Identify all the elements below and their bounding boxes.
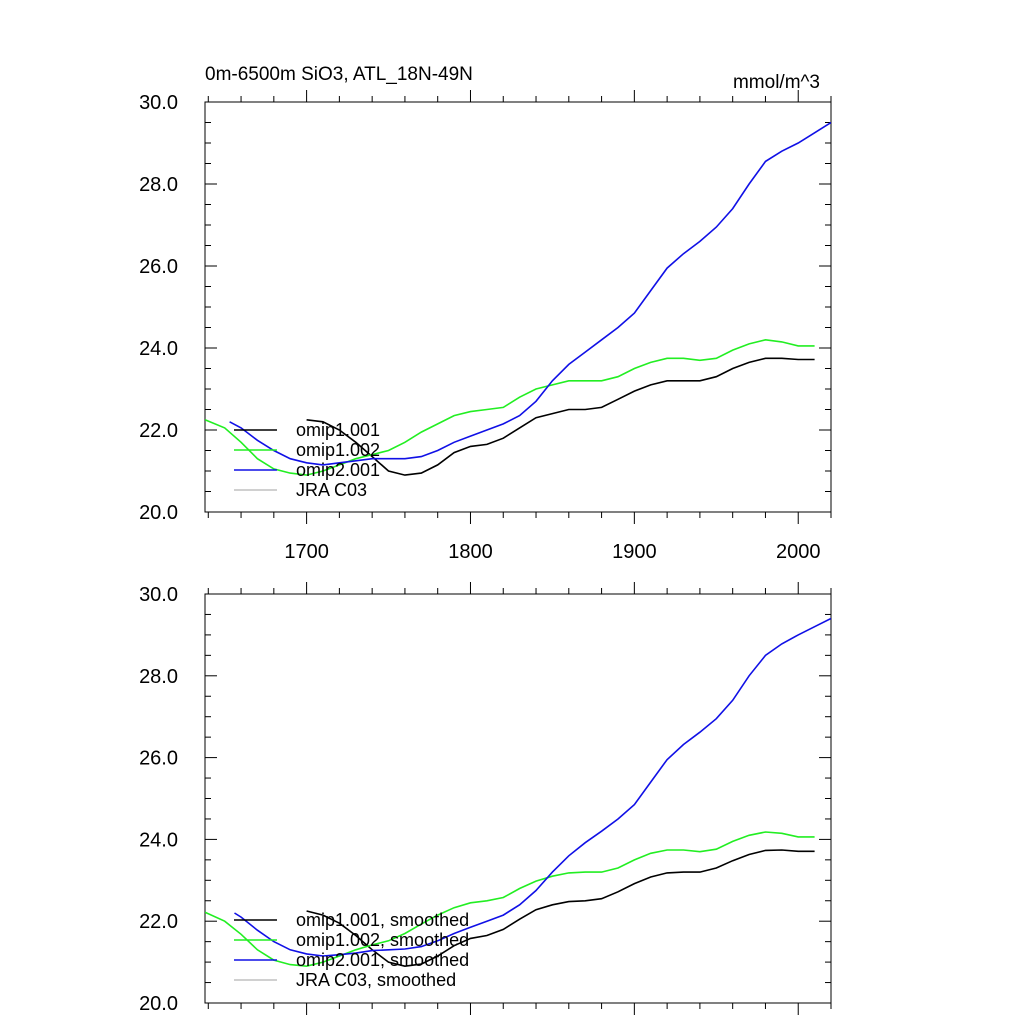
x-tick-label: 2000 [776, 541, 821, 563]
chart-panel-1: 20.0 22.0 24.0 26.0 28.0 30.0 1700 1800 1900 2000… [139, 64, 832, 563]
y-tick-label: 26.0 [139, 748, 178, 770]
legend-label: omip1.002 [296, 440, 380, 460]
series-line-omip2-001-smoothed [234, 617, 831, 957]
legend-label: omip2.001, smoothed [296, 950, 469, 970]
legend-label: omip2.001 [296, 460, 380, 480]
series-line-omip1-002-smoothed [205, 831, 815, 968]
y-tick-label: 22.0 [139, 911, 178, 933]
series-line-omip1-001 [306, 357, 815, 476]
y-tick-label: 24.0 [139, 338, 178, 360]
x-tick-label: 1800 [448, 541, 493, 563]
y-tick-label: 30.0 [139, 92, 178, 114]
series-line-omip1-002 [205, 338, 815, 476]
chart-title: 0m-6500m SiO3, ATL_18N-49N [205, 64, 473, 85]
y-tick-label: 20.0 [139, 993, 178, 1015]
y-tick-label: 20.0 [139, 502, 178, 524]
units-label: mmol/m^3 [733, 72, 820, 93]
legend-label: omip1.001, smoothed [296, 910, 469, 930]
y-tick-label: 24.0 [139, 829, 178, 851]
y-tick-label: 28.0 [139, 174, 178, 196]
legend-label: JRA C03 [296, 480, 367, 500]
y-tick-label: 28.0 [139, 666, 178, 688]
chart-panel-2: 20.0 22.0 24.0 26.0 28.0 30.0 omip1.001, smoot… [139, 582, 832, 1015]
legend-label: omip1.002, smoothed [296, 930, 469, 950]
y-tick-label: 22.0 [139, 420, 178, 442]
legend-label: JRA C03, smoothed [296, 970, 456, 990]
series-line-omip1-001-smoothed [306, 849, 815, 968]
y-tick-label: 26.0 [139, 256, 178, 278]
x-tick-label: 1900 [612, 541, 657, 563]
legend-label: omip1.001 [296, 420, 380, 440]
x-tick-label: 1700 [284, 541, 329, 563]
series-line-omip2-001 [229, 121, 831, 466]
y-tick-label: 30.0 [139, 584, 178, 606]
